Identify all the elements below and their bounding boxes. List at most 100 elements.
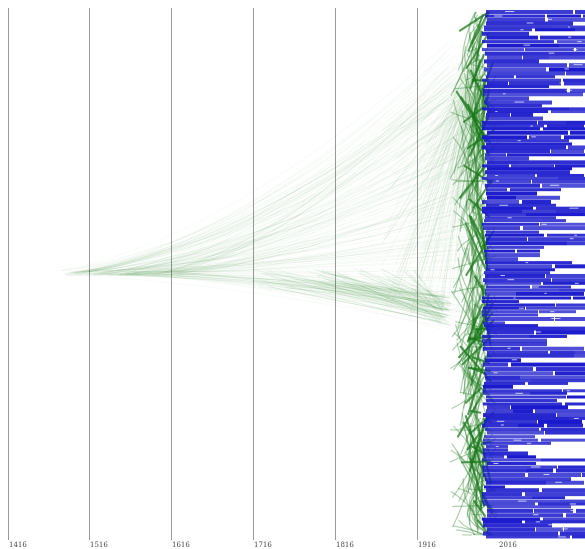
node-label [487,508,533,513]
upper-fan-edge [454,61,473,187]
trunk-edge [457,487,472,495]
converging-edge [404,268,445,307]
upper-fan-edge [425,52,486,301]
node-label [538,419,582,424]
converging-edge [317,284,445,306]
node-label [482,135,527,140]
node-label [564,458,585,462]
label-glyph [551,317,561,319]
upper-fan-edge [451,50,467,170]
node-label [487,461,536,465]
converging-edge [409,275,445,312]
node-label [557,40,585,44]
converging-edge [307,270,448,319]
label-glyph [499,204,509,206]
label-glyph [574,400,580,402]
trunk-edge [465,76,473,81]
upper-fan-edge [391,85,473,187]
node-label [487,43,559,48]
fan-edge [125,271,484,278]
label-glyph [577,97,582,99]
fan-edge [161,185,477,276]
upper-fan-edge [441,96,473,312]
node-label [487,160,519,165]
trunk-edge [457,241,478,328]
upper-fan-edge [449,46,473,269]
node-label [517,249,540,253]
node-label [483,88,567,93]
spine-edge [466,431,482,451]
node-label [487,330,534,335]
converging-edge [340,281,443,311]
fan-edge [101,201,459,272]
upper-fan-edge [388,89,471,131]
fan-edge [168,272,453,304]
converging-edge [327,283,444,308]
node-label [518,423,544,428]
node-label [507,455,536,459]
trunk-edge [470,513,482,516]
node-label [547,233,585,237]
node-label [487,104,542,108]
upper-fan-edge [428,46,473,297]
upper-fan-edge [414,77,476,144]
trunk-edge [466,47,479,58]
node-label [569,107,585,111]
node-label [525,48,574,52]
label-glyph [554,231,558,233]
fan-edge [165,55,458,273]
node-label [482,310,538,314]
node-label [546,273,585,278]
node-label [487,17,545,22]
fan-edge [151,154,458,273]
node-label [555,316,585,321]
fan-edge [163,97,478,276]
node-label [508,156,529,161]
trunk-edge [473,60,487,115]
label-glyph [569,503,577,505]
converging-edge [289,285,449,326]
node-label [534,508,573,513]
node-label [556,303,585,307]
fan-edge [91,179,472,275]
axis-label-1916: 1916 [418,541,436,549]
converging-edge [382,272,441,325]
label-glyph [555,481,562,483]
spine-edge [469,53,485,90]
converging-edge [380,268,451,307]
node-label [523,55,549,60]
label-glyph [543,436,546,438]
fan-edge [155,270,478,326]
node-label [541,427,585,431]
trunk-edge [458,519,487,536]
upper-fan-edge [445,100,471,156]
node-label [559,43,585,48]
fan-edge [95,272,441,308]
fan-edge [88,68,468,273]
node-label [482,120,537,125]
node-label [526,213,585,217]
label-glyph [561,528,568,530]
node-label [487,513,563,518]
converging-edge [265,272,449,302]
converging-edge [284,287,448,305]
converging-edge [317,274,452,305]
fan-edge [179,233,478,273]
fan-edge [125,273,441,330]
fan-edge [124,237,450,275]
fan-edge [94,243,465,271]
node-label [528,237,585,242]
node-label [511,164,554,168]
node-label [486,75,514,79]
label-glyph [537,456,540,458]
node-label [529,334,567,338]
spine-edge [470,366,487,375]
label-glyph [513,439,522,441]
label-glyph [574,234,577,236]
trunk-edge [470,78,486,169]
node-label [487,245,544,249]
upper-fan-edge [415,53,486,291]
upper-fan-edge [445,66,473,147]
node-label [552,278,585,283]
label-glyph [564,68,569,70]
